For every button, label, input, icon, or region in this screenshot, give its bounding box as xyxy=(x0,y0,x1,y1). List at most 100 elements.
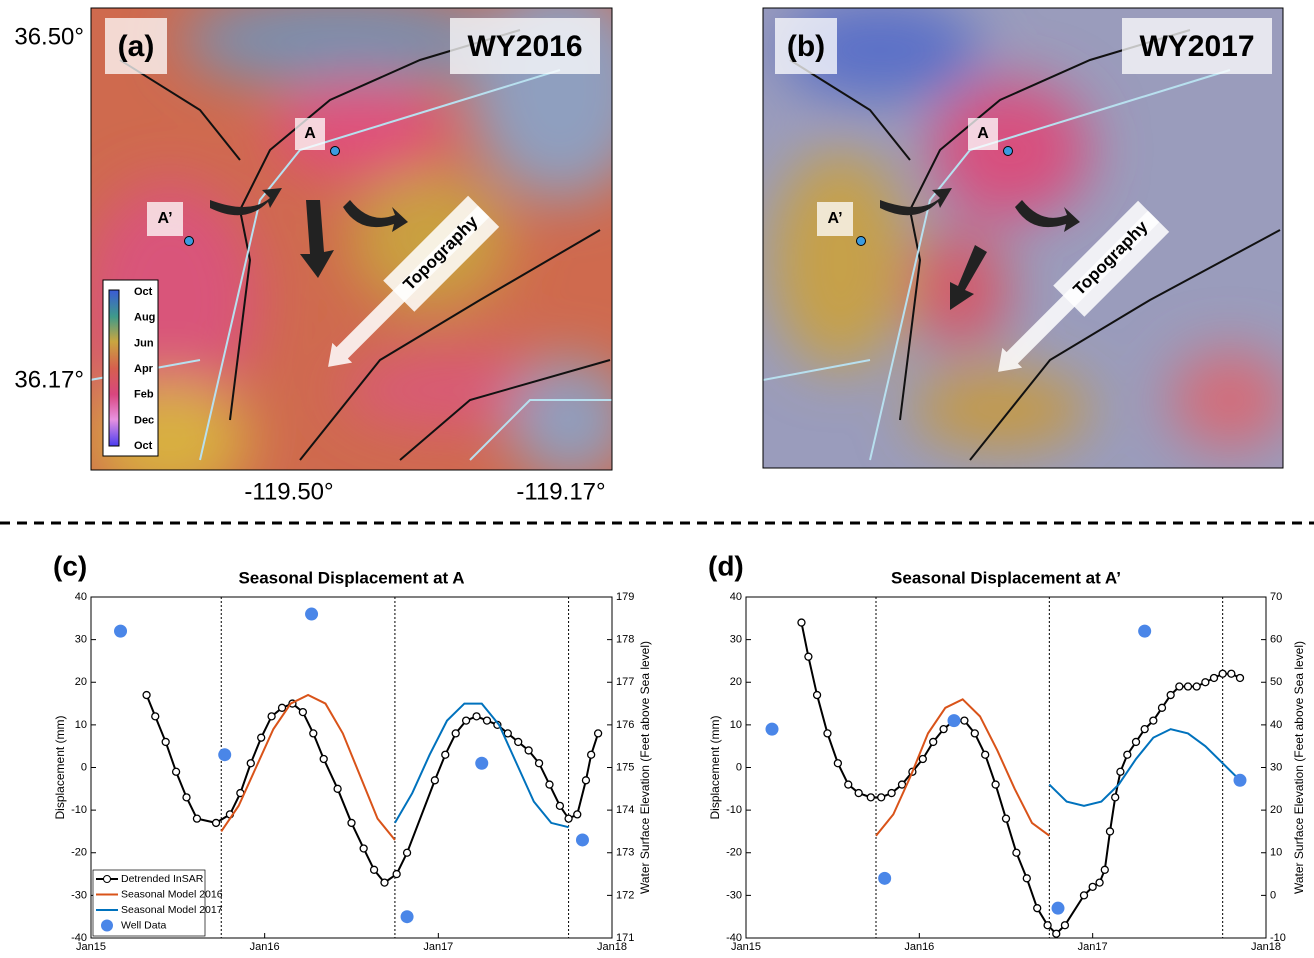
data-marker xyxy=(524,746,533,755)
data-marker xyxy=(514,737,523,747)
data-marker xyxy=(833,759,843,768)
y2-tick-label: 20 xyxy=(1270,804,1282,816)
label-box xyxy=(105,18,167,74)
lat-label: 36.50° xyxy=(14,23,84,50)
data-marker xyxy=(1079,891,1089,900)
x-tick-label: Jan18 xyxy=(1251,941,1281,953)
data-marker xyxy=(369,865,379,874)
y-tick-label: -20 xyxy=(71,847,87,859)
colorbar-label: Oct xyxy=(134,440,153,452)
label-box xyxy=(968,118,998,150)
lat-label: 36.17° xyxy=(14,366,84,393)
y2-tick-label: 30 xyxy=(1270,761,1282,773)
data-marker xyxy=(298,707,308,717)
legend-symbol xyxy=(103,875,111,883)
series-line xyxy=(394,702,569,829)
well-marker xyxy=(475,756,489,770)
data-marker xyxy=(1209,673,1219,683)
data-marker xyxy=(309,729,318,738)
well-marker xyxy=(114,624,128,638)
data-marker xyxy=(347,818,356,828)
legend-label: Seasonal Model 2016 xyxy=(121,888,223,900)
data-marker xyxy=(171,767,181,776)
data-marker xyxy=(333,784,342,793)
data-marker xyxy=(593,729,603,738)
data-marker xyxy=(812,690,822,700)
data-marker xyxy=(1235,673,1245,683)
data-marker xyxy=(897,780,907,789)
y2-tick-label: 174 xyxy=(616,804,634,816)
y2-tick-label: 176 xyxy=(616,719,634,731)
data-marker xyxy=(192,814,202,823)
point-label: A xyxy=(977,125,989,142)
well-point xyxy=(1003,146,1013,156)
data-marker xyxy=(1140,724,1149,734)
y2-tick-label: 70 xyxy=(1270,591,1282,603)
x-tick-label: Jan17 xyxy=(423,941,453,953)
y-axis-label: Displacement (mm) xyxy=(708,715,722,819)
well-marker xyxy=(1138,624,1152,638)
well-marker xyxy=(305,607,319,621)
y2-tick-label: 177 xyxy=(616,676,634,688)
data-marker xyxy=(797,618,806,627)
y-tick-label: 20 xyxy=(730,676,742,688)
data-marker xyxy=(451,729,460,738)
data-marker xyxy=(1105,827,1115,836)
data-marker xyxy=(182,793,191,802)
data-marker xyxy=(1052,929,1061,938)
data-marker xyxy=(1175,682,1184,691)
data-marker xyxy=(472,712,481,721)
map-frame xyxy=(762,7,1284,469)
colorbar-label: Aug xyxy=(134,312,155,324)
y-tick-label: 40 xyxy=(75,591,87,603)
data-marker xyxy=(1022,874,1031,883)
chart-title: Seasonal Displacement at A’ xyxy=(891,568,1121,587)
y-tick-label: -10 xyxy=(726,804,742,816)
data-marker xyxy=(1100,865,1109,874)
data-marker xyxy=(461,716,471,725)
data-marker xyxy=(430,776,440,785)
x-tick-label: Jan16 xyxy=(904,941,934,953)
well-marker xyxy=(878,871,892,885)
label-box xyxy=(147,202,183,236)
panel-label: (d) xyxy=(708,550,744,581)
data-marker xyxy=(1012,848,1021,857)
colorbar-label: Feb xyxy=(134,389,154,401)
y2-tick-label: 175 xyxy=(616,761,634,773)
data-marker xyxy=(1227,669,1236,678)
map-frame xyxy=(90,7,613,471)
data-marker xyxy=(211,818,221,828)
y2-axis-label: Water Surface Elevation (Feet above Sea … xyxy=(1292,641,1306,894)
colorbar-label: Jun xyxy=(134,337,154,349)
data-marker xyxy=(1218,669,1227,678)
flow-arrow xyxy=(300,200,334,278)
well-point xyxy=(184,236,194,246)
data-marker xyxy=(1123,750,1132,759)
data-marker xyxy=(161,737,170,747)
y-axis-label: Displacement (mm) xyxy=(53,715,67,819)
x-tick-label: Jan15 xyxy=(731,941,761,953)
data-marker xyxy=(151,712,160,721)
data-marker xyxy=(581,776,591,785)
y-tick-label: 10 xyxy=(75,719,87,731)
y-tick-label: -40 xyxy=(71,932,87,944)
data-marker xyxy=(929,737,938,747)
point-label: A xyxy=(304,125,316,142)
data-marker xyxy=(804,652,813,661)
lon-label: -119.50° xyxy=(244,478,333,505)
data-marker xyxy=(877,793,886,802)
y-tick-label: 10 xyxy=(730,719,742,731)
year-label: WY2016 xyxy=(467,30,582,63)
y2-tick-label: 50 xyxy=(1270,676,1282,688)
data-marker xyxy=(939,724,948,734)
data-marker xyxy=(1192,682,1201,691)
series-line xyxy=(875,698,1050,837)
data-marker xyxy=(1183,682,1193,691)
y2-tick-label: 60 xyxy=(1270,634,1282,646)
panel-label: (a) xyxy=(118,30,155,63)
y-tick-label: -30 xyxy=(726,889,742,901)
data-marker xyxy=(503,729,512,738)
label-box xyxy=(450,18,600,74)
data-marker xyxy=(402,848,412,857)
data-marker xyxy=(1033,904,1042,913)
